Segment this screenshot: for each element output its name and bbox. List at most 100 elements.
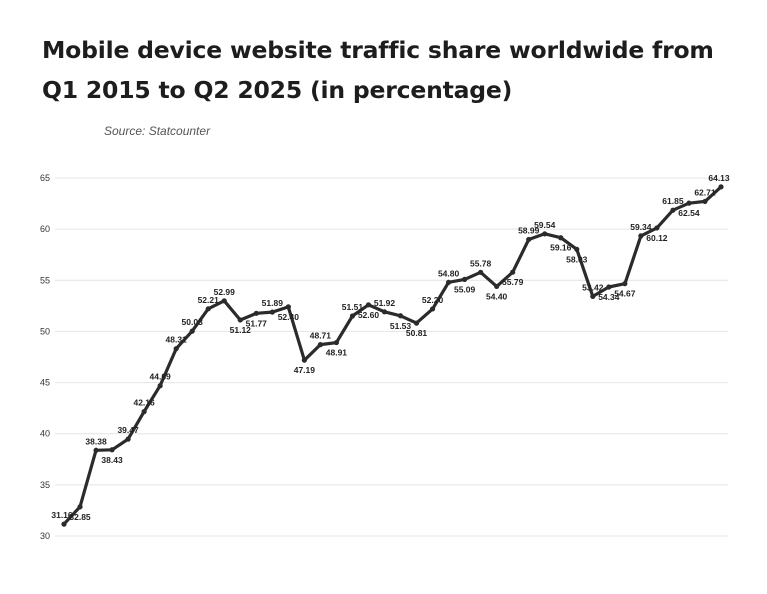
data-point: [558, 235, 564, 241]
data-label: 58.99: [518, 225, 540, 235]
data-point: [301, 357, 307, 363]
data-point: [542, 231, 548, 237]
data-label: 38.38: [85, 436, 107, 446]
data-point: [157, 383, 163, 389]
data-point: [462, 276, 468, 282]
data-label: 31.16: [51, 510, 73, 520]
y-tick-label: 65: [40, 173, 50, 183]
data-label: 47.19: [294, 365, 316, 375]
data-point: [381, 309, 388, 315]
data-point: [269, 309, 275, 315]
data-point: [590, 293, 596, 300]
series-line-layer: [62, 185, 723, 526]
data-point: [526, 236, 532, 243]
data-label: 54.67: [614, 289, 636, 299]
data-point: [670, 207, 676, 213]
data-label: 51.92: [374, 298, 396, 308]
data-label: 51.51: [342, 302, 364, 312]
data-label: 64.13: [708, 173, 730, 183]
data-point: [654, 225, 660, 231]
data-label: 55.79: [502, 277, 524, 287]
data-point: [285, 304, 291, 310]
data-label: 52.99: [214, 287, 236, 297]
y-tick-label: 50: [40, 326, 50, 336]
data-point: [574, 246, 580, 252]
data-label: 51.53: [390, 321, 412, 331]
data-point: [494, 283, 500, 290]
data-point: [93, 447, 99, 453]
series-line: [62, 185, 723, 526]
data-label: 60.12: [646, 233, 668, 243]
data-point: [478, 269, 484, 275]
data-point: [413, 320, 420, 326]
data-label: 59.34: [630, 222, 652, 232]
data-label: 39.47: [117, 425, 139, 435]
grid-lines: [55, 177, 728, 537]
data-point: [622, 281, 628, 287]
data-label: 50.81: [406, 328, 428, 338]
data-point: [349, 313, 356, 319]
data-label: 38.43: [101, 455, 123, 465]
data-label: 52.60: [358, 310, 380, 320]
y-tick-label: 35: [40, 480, 50, 490]
data-point: [606, 284, 612, 290]
data-point: [317, 342, 323, 348]
data-label: 51.89: [262, 298, 284, 308]
data-point: [333, 339, 340, 346]
data-label: 61.85: [662, 196, 684, 206]
data-label: 44.69: [150, 372, 172, 382]
data-label: 59.16: [550, 243, 572, 253]
data-label: 42.16: [133, 398, 155, 408]
data-label: 54.80: [438, 268, 460, 278]
y-tick-label: 45: [40, 378, 50, 388]
data-point: [702, 198, 708, 205]
data-point: [173, 346, 179, 352]
data-point: [205, 306, 211, 312]
data-point: [445, 279, 452, 285]
data-label: 52.21: [198, 295, 220, 305]
data-label: 59.54: [534, 220, 556, 230]
data-label: 32.85: [69, 512, 91, 522]
data-point: [237, 317, 243, 323]
data-point: [189, 328, 195, 334]
data-point: [221, 298, 227, 304]
data-point: [365, 302, 372, 308]
data-label: 54.40: [486, 291, 508, 301]
data-label: 51.12: [230, 325, 252, 335]
data-label: 52.20: [422, 295, 444, 305]
data-point: [718, 184, 724, 190]
data-points: [61, 184, 724, 527]
data-point: [141, 409, 147, 415]
data-label: 48.31: [166, 335, 188, 345]
data-point: [125, 436, 131, 442]
y-tick-label: 60: [40, 224, 50, 234]
y-axis: 30 35 40 45 50 55 60 65: [40, 173, 50, 541]
chart-title: Mobile device website traffic share worl…: [42, 36, 714, 104]
data-point: [638, 233, 644, 239]
data-label: 52.40: [278, 312, 300, 322]
data-point: [109, 447, 115, 453]
data-label: 54.34: [598, 292, 620, 302]
data-label: 50.03: [182, 317, 204, 327]
y-tick-label: 55: [40, 275, 50, 285]
data-label: 48.71: [310, 331, 332, 341]
data-label: 58.03: [566, 254, 588, 264]
data-point: [397, 313, 404, 319]
data-label: 55.09: [454, 284, 476, 294]
data-point: [253, 310, 259, 316]
data-label: 62.71: [694, 187, 716, 197]
data-point: [77, 504, 83, 510]
y-tick-label: 40: [40, 429, 50, 439]
y-tick-label: 30: [40, 531, 50, 541]
data-point: [686, 200, 692, 206]
data-label: 51.77: [246, 318, 268, 328]
data-label: 48.91: [326, 348, 348, 358]
data-label: 62.54: [678, 208, 700, 218]
chart-source: Source: Statcounter: [104, 124, 211, 138]
data-point: [510, 269, 516, 275]
data-point: [429, 306, 436, 312]
data-label: 53.42: [582, 282, 604, 292]
data-point: [61, 521, 67, 527]
